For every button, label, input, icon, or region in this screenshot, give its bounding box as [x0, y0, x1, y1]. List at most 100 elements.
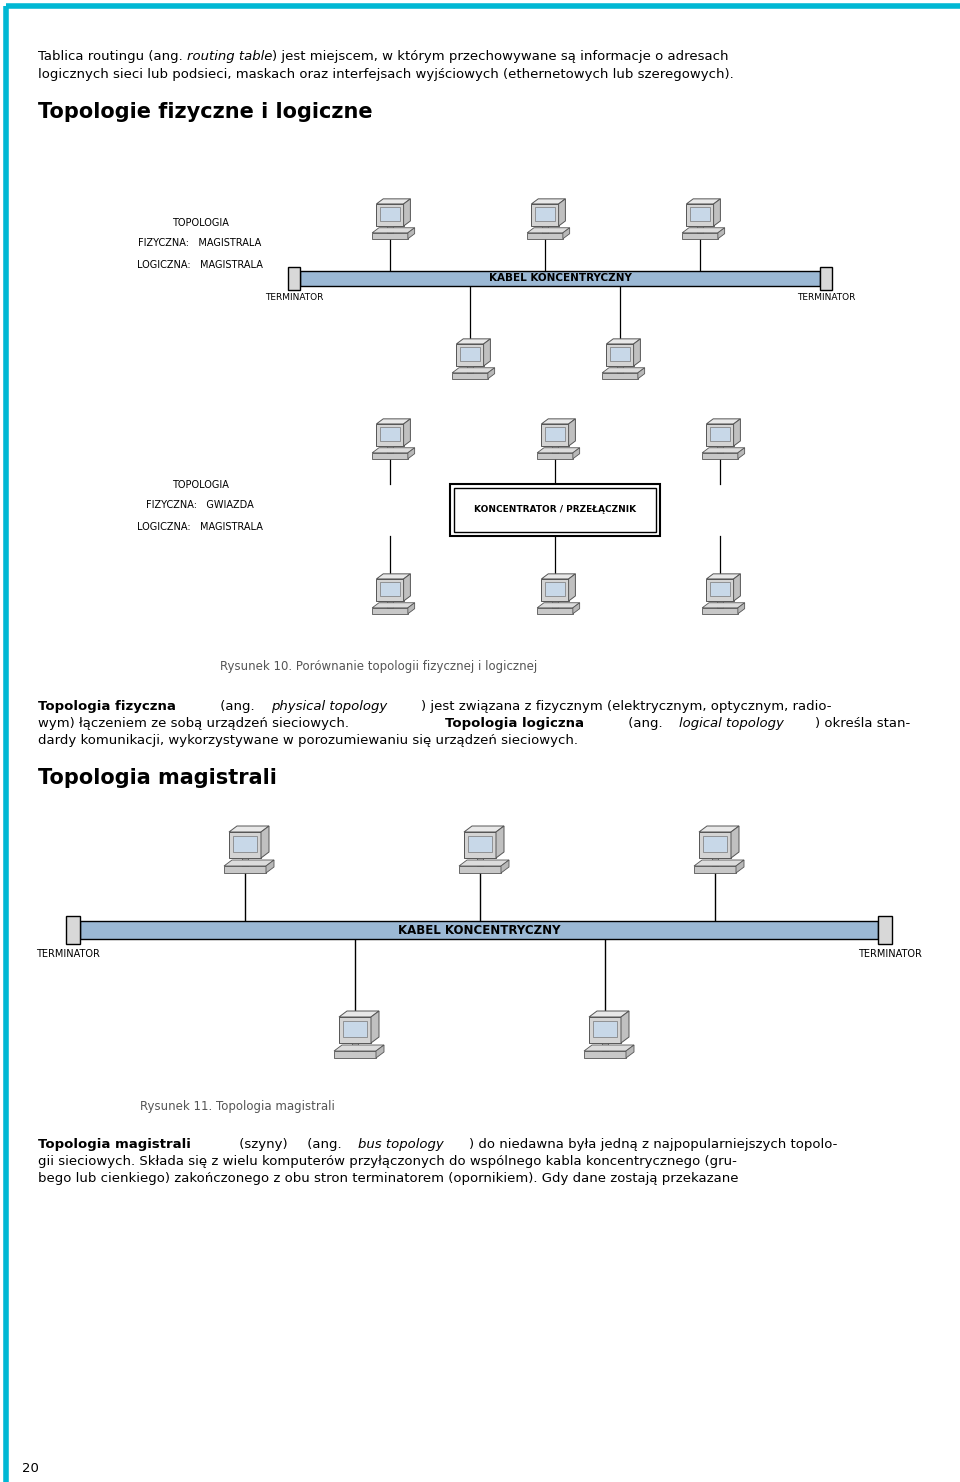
Polygon shape [388, 227, 393, 233]
Polygon shape [573, 603, 580, 614]
Polygon shape [459, 860, 509, 865]
Text: FIZYCZNA:   MAGISTRALA: FIZYCZNA: MAGISTRALA [138, 239, 262, 247]
Text: Tablica routingu (ang.: Tablica routingu (ang. [38, 50, 187, 64]
Polygon shape [380, 582, 399, 596]
Text: gii sieciowych. Składa się z wielu komputerów przyłączonych do wspólnego kabla k: gii sieciowych. Składa się z wielu kompu… [38, 1154, 737, 1168]
Polygon shape [584, 1051, 626, 1058]
Text: bus topology: bus topology [358, 1138, 444, 1152]
Polygon shape [242, 858, 248, 865]
Polygon shape [266, 860, 274, 873]
Polygon shape [527, 228, 569, 233]
Polygon shape [376, 199, 411, 205]
Text: (ang.: (ang. [624, 717, 667, 731]
Bar [450, 485, 660, 536]
Polygon shape [702, 603, 745, 608]
Polygon shape [563, 228, 569, 239]
Text: Topologia logiczna: Topologia logiczna [444, 717, 584, 731]
Polygon shape [686, 199, 720, 205]
Polygon shape [459, 865, 501, 873]
Polygon shape [626, 1045, 634, 1058]
Polygon shape [710, 427, 730, 442]
Polygon shape [704, 836, 727, 852]
Text: Topologia fizyczna: Topologia fizyczna [38, 700, 176, 713]
Polygon shape [538, 603, 580, 608]
Polygon shape [541, 424, 568, 446]
Text: (szyny): (szyny) [235, 1138, 288, 1152]
Polygon shape [376, 419, 411, 424]
Polygon shape [702, 448, 745, 453]
Polygon shape [617, 366, 622, 373]
Polygon shape [468, 366, 472, 373]
Polygon shape [542, 227, 547, 233]
Text: 20: 20 [22, 1463, 38, 1475]
Polygon shape [738, 603, 745, 614]
Polygon shape [452, 373, 488, 379]
Polygon shape [552, 446, 558, 453]
Polygon shape [488, 368, 494, 379]
Polygon shape [460, 347, 480, 362]
Polygon shape [376, 574, 411, 579]
Polygon shape [538, 448, 580, 453]
Polygon shape [408, 603, 415, 614]
Polygon shape [233, 836, 256, 852]
Text: logicznych sieci lub podsieci, maskach oraz interfejsach wyjściowych (ethernetow: logicznych sieci lub podsieci, maskach o… [38, 68, 733, 82]
Polygon shape [713, 199, 720, 227]
Polygon shape [334, 1051, 376, 1058]
Polygon shape [527, 233, 563, 239]
Polygon shape [607, 339, 640, 344]
Polygon shape [372, 448, 415, 453]
Text: TERMINATOR: TERMINATOR [858, 948, 922, 959]
Polygon shape [736, 860, 744, 873]
Text: TOPOLOGIA: TOPOLOGIA [172, 218, 228, 228]
Polygon shape [536, 207, 555, 221]
Polygon shape [224, 865, 266, 873]
Bar [300, 271, 820, 286]
Polygon shape [694, 860, 744, 865]
Text: Topologia magistrali: Topologia magistrali [38, 1138, 191, 1152]
Text: Rysunek 10. Porównanie topologii fizycznej i logicznej: Rysunek 10. Porównanie topologii fizyczn… [220, 659, 538, 673]
Polygon shape [584, 1045, 634, 1051]
Polygon shape [376, 424, 403, 446]
Polygon shape [731, 825, 739, 858]
Text: ) do niedawna była jedną z najpopularniejszych topolo-: ) do niedawna była jedną z najpopularnie… [469, 1138, 837, 1152]
Polygon shape [408, 228, 415, 239]
Polygon shape [376, 579, 403, 602]
Polygon shape [712, 858, 718, 865]
Polygon shape [698, 227, 703, 233]
Polygon shape [538, 608, 573, 614]
Text: ) jest związana z fizycznym (elektrycznym, optycznym, radio-: ) jest związana z fizycznym (elektryczny… [421, 700, 831, 713]
Polygon shape [408, 448, 415, 459]
Polygon shape [702, 608, 738, 614]
Text: TOPOLOGIA: TOPOLOGIA [172, 480, 228, 491]
Text: (ang.: (ang. [216, 700, 259, 713]
Polygon shape [344, 1021, 367, 1037]
Polygon shape [484, 339, 491, 366]
Polygon shape [371, 1011, 379, 1043]
Polygon shape [532, 205, 559, 227]
Polygon shape [541, 419, 575, 424]
Polygon shape [573, 448, 580, 459]
Polygon shape [699, 831, 731, 858]
Polygon shape [683, 233, 718, 239]
Polygon shape [694, 865, 736, 873]
Polygon shape [339, 1017, 371, 1043]
Polygon shape [380, 427, 399, 442]
Polygon shape [710, 582, 730, 596]
Text: TERMINATOR: TERMINATOR [36, 948, 100, 959]
Polygon shape [602, 1043, 608, 1051]
Polygon shape [541, 574, 575, 579]
Text: FIZYCZNA:   GWIAZDA: FIZYCZNA: GWIAZDA [146, 499, 253, 510]
Polygon shape [372, 453, 408, 459]
Polygon shape [334, 1045, 384, 1051]
Text: routing table: routing table [187, 50, 273, 64]
Polygon shape [683, 228, 725, 233]
Bar [820, 267, 832, 289]
Polygon shape [702, 453, 738, 459]
Polygon shape [372, 608, 408, 614]
Polygon shape [593, 1021, 616, 1037]
Polygon shape [738, 448, 745, 459]
Polygon shape [388, 602, 393, 608]
Polygon shape [372, 228, 415, 233]
Polygon shape [568, 419, 575, 446]
Polygon shape [686, 205, 713, 227]
